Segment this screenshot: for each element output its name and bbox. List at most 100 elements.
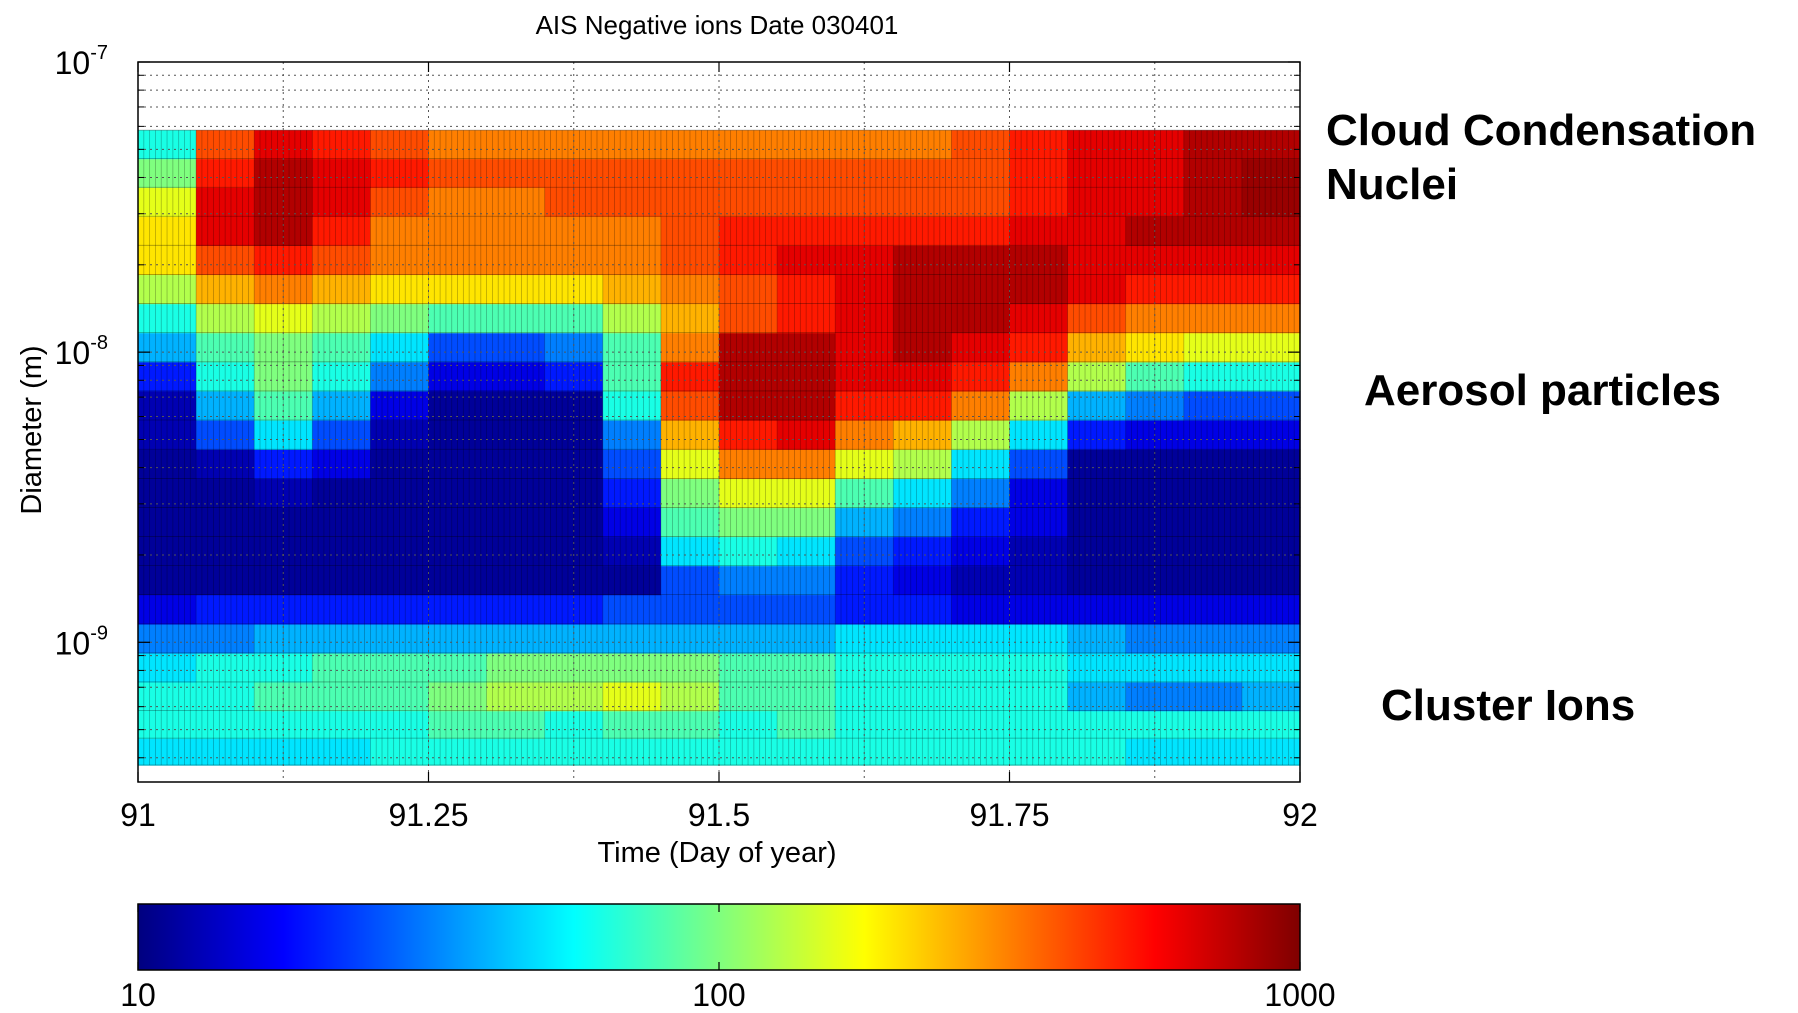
heatmap-cell <box>602 536 662 567</box>
heatmap-cell <box>312 449 371 480</box>
heatmap-cell <box>893 187 952 217</box>
heatmap-cell <box>1183 710 1243 739</box>
heatmap-cell <box>1009 390 1069 421</box>
heatmap-cell <box>602 303 662 334</box>
heatmap-cell <box>951 507 1011 538</box>
heatmap-cell <box>951 245 1011 276</box>
heatmap-cell <box>719 623 778 654</box>
heatmap-cell <box>777 738 836 766</box>
heatmap-cell <box>951 478 1011 509</box>
heatmap-cell <box>777 303 836 334</box>
heatmap-cell <box>370 710 430 739</box>
heatmap-cell <box>1183 158 1243 188</box>
heatmap-cell <box>486 449 546 480</box>
heatmap-cell <box>777 216 836 246</box>
heatmap-cell <box>312 216 371 246</box>
heatmap-cell <box>951 710 1011 739</box>
x-axis-label: Time (Day of year) <box>597 837 836 869</box>
heatmap-cell <box>486 738 546 766</box>
heatmap-cell <box>893 565 952 596</box>
heatmap-cell <box>660 361 720 392</box>
heatmap-cell <box>777 361 836 392</box>
y-tick-label: 10-7 <box>55 42 108 81</box>
heatmap-cell <box>312 187 371 217</box>
heatmap-cell <box>196 594 255 625</box>
heatmap-cells <box>138 130 1301 766</box>
heatmap-cell <box>428 245 488 276</box>
heatmap-cell <box>370 536 430 567</box>
heatmap-cell <box>719 594 778 625</box>
heatmap-cell <box>1067 245 1127 276</box>
heatmap-cell <box>660 187 720 217</box>
heatmap-cell <box>138 303 197 334</box>
heatmap-cell <box>1067 565 1127 596</box>
heatmap-cell <box>370 332 430 363</box>
heatmap-cell <box>660 449 720 480</box>
heatmap-cell <box>428 738 488 766</box>
heatmap-cell <box>1241 130 1301 160</box>
heatmap-cell <box>951 187 1011 217</box>
heatmap-cell <box>1183 536 1243 567</box>
heatmap-cell <box>428 216 488 246</box>
heatmap-cell <box>1183 594 1243 625</box>
heatmap-cell <box>312 420 371 450</box>
heatmap-cell <box>951 390 1011 421</box>
heatmap-cell <box>486 158 546 188</box>
heatmap-cell <box>1183 390 1243 421</box>
heatmap-cell <box>428 390 488 421</box>
heatmap-cell <box>1067 390 1127 421</box>
heatmap-cell <box>1067 594 1127 625</box>
heatmap-cell <box>777 565 836 596</box>
heatmap-cell <box>1183 420 1243 450</box>
heatmap-cell <box>951 536 1011 567</box>
heatmap-cell <box>138 361 197 392</box>
heatmap-cell <box>777 623 836 654</box>
heatmap-cell <box>777 536 836 567</box>
heatmap-cell <box>312 361 371 392</box>
heatmap-cell <box>196 565 255 596</box>
heatmap-cell <box>719 332 778 363</box>
heatmap-cell <box>486 303 546 334</box>
heatmap-cell <box>893 390 952 421</box>
heatmap-cell <box>196 710 255 739</box>
heatmap-cell <box>312 738 371 766</box>
heatmap-cell <box>893 158 952 188</box>
heatmap-cell <box>602 245 662 276</box>
heatmap-cell <box>1241 274 1301 305</box>
heatmap-cell <box>777 507 836 538</box>
x-tick-label: 92 <box>1282 797 1318 833</box>
heatmap-cell <box>777 245 836 276</box>
heatmap-cell <box>1067 332 1127 363</box>
heatmap-cell <box>893 738 952 766</box>
heatmap-cell <box>1009 449 1069 480</box>
heatmap-cell <box>370 507 430 538</box>
heatmap-cell <box>1241 303 1301 334</box>
heatmap-cell <box>486 274 546 305</box>
heatmap-cell <box>1183 130 1243 160</box>
heatmap-cell <box>1009 594 1069 625</box>
annotation-cloud-line-1: Cloud Condensation <box>1326 106 1757 155</box>
heatmap-cell <box>544 738 604 766</box>
heatmap-cell <box>1009 361 1069 392</box>
heatmap-cell <box>254 187 313 217</box>
heatmap-cell <box>893 478 952 509</box>
heatmap-cell <box>196 332 255 363</box>
heatmap-cell <box>196 361 255 392</box>
heatmap-cell <box>1009 623 1069 654</box>
heatmap-cell <box>370 245 430 276</box>
heatmap-cell <box>428 187 488 217</box>
heatmap-cell <box>370 361 430 392</box>
heatmap-cell <box>1067 303 1127 334</box>
heatmap-cell <box>312 565 371 596</box>
heatmap-cell <box>602 652 662 683</box>
heatmap-cell <box>1241 710 1301 739</box>
annotation-cluster-line-1: Cluster Ions <box>1381 681 1636 730</box>
heatmap-cell <box>719 390 778 421</box>
heatmap-cell <box>1241 536 1301 567</box>
heatmap-cell <box>312 390 371 421</box>
heatmap-cell <box>660 710 720 739</box>
heatmap-cell <box>1009 332 1069 363</box>
heatmap-cell <box>312 245 371 276</box>
annotation-cloud-condensation-nuclei: Cloud Condensation Nuclei <box>1326 104 1756 212</box>
y-tick-label-base: 10 <box>55 335 91 371</box>
